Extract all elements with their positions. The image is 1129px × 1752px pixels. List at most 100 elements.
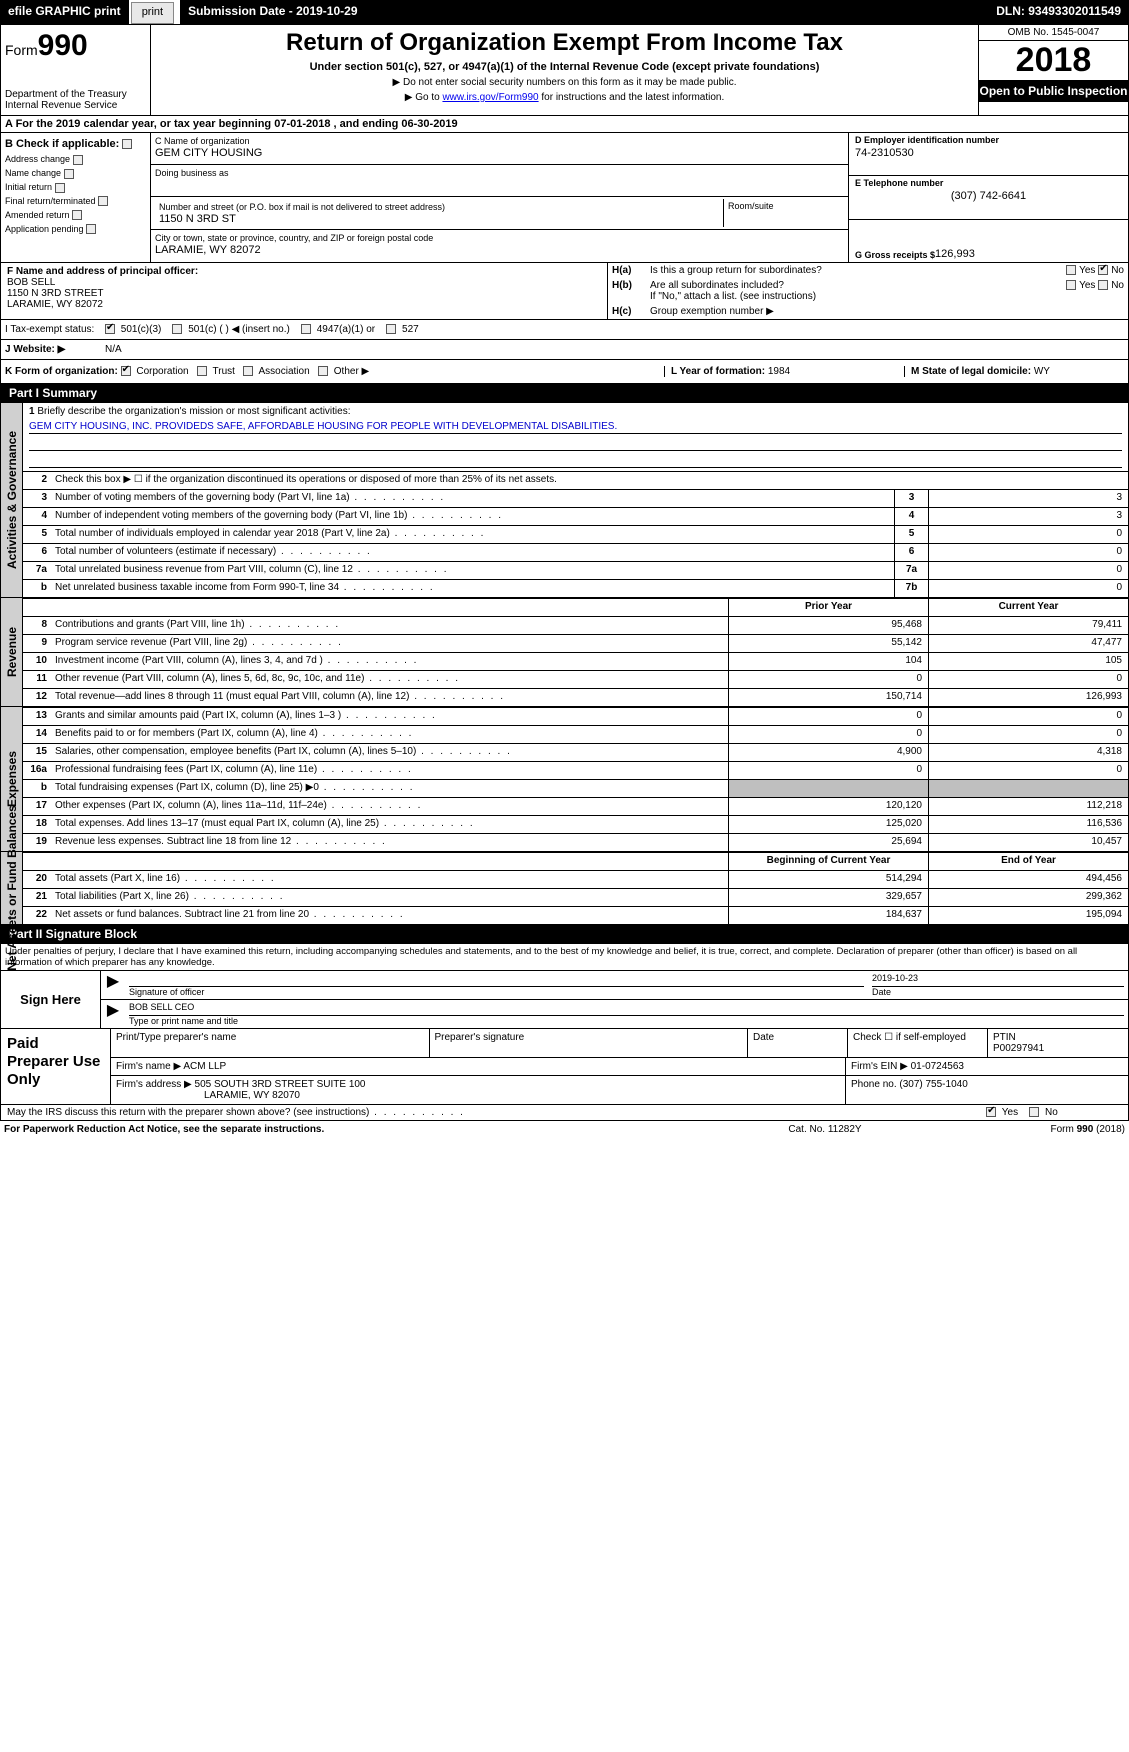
row-box: 5 — [894, 526, 928, 543]
row-prior: 95,468 — [728, 617, 928, 634]
dba-label: Doing business as — [155, 168, 229, 178]
checkbox-checked-icon[interactable] — [986, 1107, 996, 1117]
row-num: b — [23, 580, 51, 597]
irs-link[interactable]: www.irs.gov/Form990 — [442, 92, 538, 103]
row-num: 10 — [23, 653, 51, 670]
row-num: 8 — [23, 617, 51, 634]
row-curr — [928, 780, 1128, 797]
checkbox-icon[interactable] — [105, 324, 115, 334]
firm-name-lbl: Firm's name ▶ — [116, 1061, 183, 1072]
vstrip-rev: Revenue — [1, 598, 23, 706]
checkbox-icon[interactable] — [122, 139, 132, 149]
mission-block: 1 Briefly describe the organization's mi… — [23, 403, 1128, 471]
discuss-row: May the IRS discuss this return with the… — [0, 1105, 1129, 1121]
header-left: Form990 Department of the Treasury Inter… — [1, 25, 151, 115]
ptin-val: P00297941 — [993, 1043, 1044, 1054]
print-button[interactable]: print — [131, 2, 174, 24]
h-a: H(a) Is this a group return for subordin… — [608, 263, 1128, 278]
form-prefix: Form — [5, 42, 38, 58]
row-num: 19 — [23, 834, 51, 851]
checkbox-icon[interactable] — [121, 366, 131, 376]
hb-q: Are all subordinates included? — [650, 280, 784, 291]
m-block: M State of legal domicile: WY — [904, 366, 1124, 377]
preparer-block: Paid Preparer Use Only Print/Type prepar… — [0, 1029, 1129, 1105]
room-label: Room/suite — [728, 201, 774, 211]
row-desc: Total number of volunteers (estimate if … — [51, 544, 894, 561]
row-curr: 195,094 — [928, 907, 1128, 924]
col-b-head: B Check if applicable: — [5, 136, 146, 153]
b2-post: for instructions and the latest informat… — [539, 92, 725, 103]
checkbox-icon[interactable] — [64, 169, 74, 179]
prep-col-name: Print/Type preparer's name — [111, 1029, 430, 1057]
checkbox-icon[interactable] — [1066, 280, 1076, 290]
checkbox-icon[interactable] — [1029, 1107, 1039, 1117]
row-box: 4 — [894, 508, 928, 525]
row-desc: Other revenue (Part VIII, column (A), li… — [51, 671, 728, 688]
row-val: 0 — [928, 562, 1128, 579]
fin-row: 11Other revenue (Part VIII, column (A), … — [23, 670, 1128, 688]
form-title: Return of Organization Exempt From Incom… — [155, 29, 974, 57]
firm-name: ACM LLP — [183, 1061, 226, 1072]
header-bullet1: ▶ Do not enter social security numbers o… — [155, 77, 974, 88]
no-text: No — [1111, 265, 1124, 276]
ein-value: 74-2310530 — [855, 145, 1122, 159]
fin-row: 17Other expenses (Part IX, column (A), l… — [23, 797, 1128, 815]
checkbox-icon[interactable] — [72, 210, 82, 220]
tax-year: 2018 — [979, 41, 1128, 80]
addr-value: 1150 N 3RD ST — [159, 213, 236, 225]
fin-row: 8Contributions and grants (Part VIII, li… — [23, 616, 1128, 634]
l-block: L Year of formation: 1984 — [664, 366, 904, 377]
open-inspection: Open to Public Inspection — [979, 80, 1128, 102]
row-val: 3 — [928, 490, 1128, 507]
checkbox-icon[interactable] — [172, 324, 182, 334]
topbar-spacer — [366, 0, 989, 24]
row-curr: 126,993 — [928, 689, 1128, 706]
checkbox-checked-icon[interactable] — [1098, 265, 1108, 275]
f-addr2: LARAMIE, WY 82072 — [7, 299, 103, 310]
footer: For Paperwork Reduction Act Notice, see … — [0, 1121, 1129, 1138]
city-label: City or town, state or province, country… — [155, 233, 433, 243]
checkbox-icon[interactable] — [98, 196, 108, 206]
colb-item: Application pending — [5, 223, 146, 237]
sig-date-val: 2019-10-23 — [872, 973, 1124, 987]
row-prior: 104 — [728, 653, 928, 670]
mission-text: GEM CITY HOUSING, INC. PROVIDEDS SAFE, A… — [29, 421, 1122, 434]
city-cell: City or town, state or province, country… — [151, 230, 848, 262]
row-num: 13 — [23, 708, 51, 725]
h-c: H(c) Group exemption number ▶ — [608, 304, 1128, 319]
row-desc: Contributions and grants (Part VIII, lin… — [51, 617, 728, 634]
row-box: 7b — [894, 580, 928, 597]
sig-officer: Signature of officer — [125, 971, 868, 999]
checkbox-icon[interactable] — [86, 224, 96, 234]
fin-row: 13Grants and similar amounts paid (Part … — [23, 707, 1128, 725]
dba-cell: Doing business as — [151, 165, 848, 197]
firm-addr2: LARAMIE, WY 82070 — [204, 1090, 300, 1101]
row-num: 5 — [23, 526, 51, 543]
fin-row: 12Total revenue—add lines 8 through 11 (… — [23, 688, 1128, 706]
colb-item: Initial return — [5, 181, 146, 195]
sig-name: BOB SELL CEO Type or print name and titl… — [125, 1000, 1128, 1028]
prior-year-hdr: Prior Year — [728, 599, 928, 616]
i-label: I Tax-exempt status: — [5, 324, 105, 335]
f-name: BOB SELL — [7, 277, 55, 288]
checkbox-icon[interactable] — [1098, 280, 1108, 290]
checkbox-icon[interactable] — [73, 155, 83, 165]
checkbox-icon[interactable] — [243, 366, 253, 376]
footer-left: For Paperwork Reduction Act Notice, see … — [4, 1124, 324, 1135]
gov-section: Activities & Governance 1 Briefly descri… — [0, 403, 1129, 598]
sign-here-label: Sign Here — [1, 971, 101, 1028]
checkbox-icon[interactable] — [318, 366, 328, 376]
checkbox-icon[interactable] — [386, 324, 396, 334]
prep-ptin-cell: PTIN P00297941 — [988, 1029, 1128, 1057]
rowA-end: 06-30-2019 — [401, 118, 457, 130]
checkbox-icon[interactable] — [197, 366, 207, 376]
ha-q: Is this a group return for subordinates? — [650, 265, 984, 276]
vstrip-na: Net Assets or Fund Balances — [1, 852, 23, 924]
colb-head-text: B Check if applicable: — [5, 138, 119, 150]
row-desc: Benefits paid to or for members (Part IX… — [51, 726, 728, 743]
colb-item: Amended return — [5, 209, 146, 223]
checkbox-icon[interactable] — [301, 324, 311, 334]
checkbox-icon[interactable] — [55, 183, 65, 193]
checkbox-icon[interactable] — [1066, 265, 1076, 275]
row-box: 3 — [894, 490, 928, 507]
